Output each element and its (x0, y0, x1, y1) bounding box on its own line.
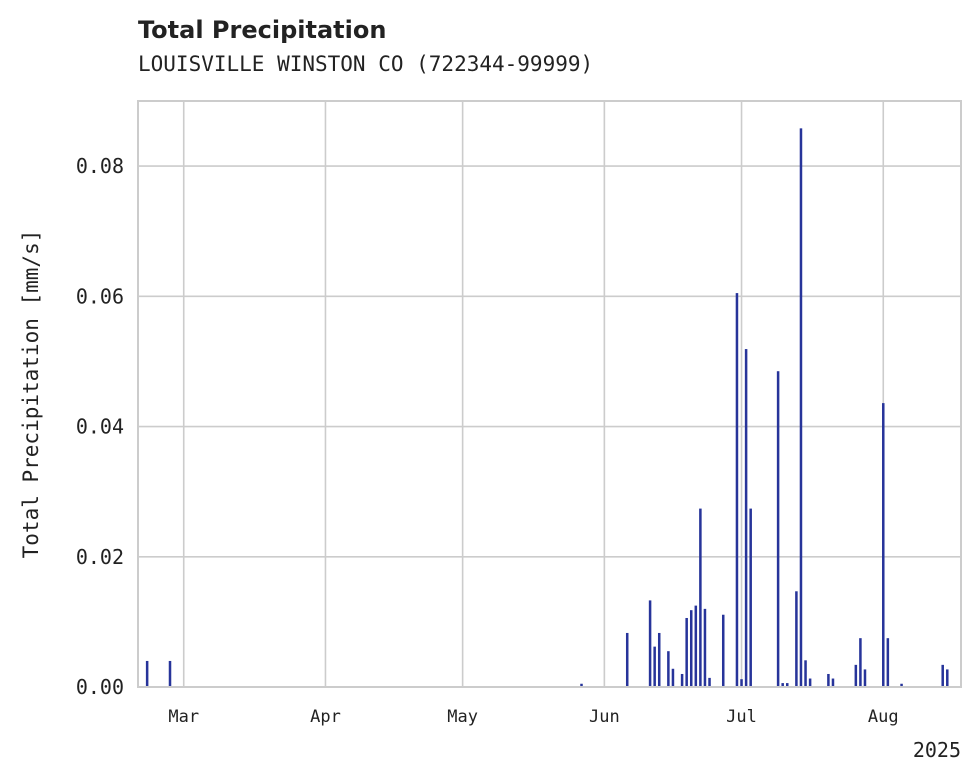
precip-bar (685, 617, 688, 687)
precip-bar (799, 128, 803, 687)
y-tick-label: 0.02 (76, 545, 124, 569)
chart-subtitle: LOUISVILLE WINSTON CO (722344-99999) (138, 52, 594, 76)
precip-bar (694, 605, 698, 687)
precip-bar (648, 600, 652, 687)
precip-bar (831, 678, 835, 687)
precip-bar (708, 677, 711, 687)
precip-bar (854, 664, 858, 687)
x-year-label: 2025 (913, 738, 961, 762)
plot-frame (137, 100, 962, 688)
x-tick-label: Aug (868, 707, 899, 727)
x-tick-label: Mar (168, 707, 199, 727)
precip-bar (863, 669, 867, 687)
precip-bar (795, 591, 798, 687)
x-tick-label: Apr (310, 707, 341, 727)
precip-bar (744, 349, 748, 687)
precip-bar (900, 683, 903, 687)
x-tick-label: May (447, 707, 478, 727)
precip-bar (580, 683, 583, 687)
x-tick-label: Jul (726, 707, 757, 727)
chart-title: Total Precipitation (138, 16, 387, 44)
y-tick-label: 0.04 (76, 415, 124, 439)
precip-bar (781, 683, 784, 687)
precip-bar (145, 660, 149, 687)
precip-bar (740, 679, 743, 687)
precip-bar (657, 632, 661, 687)
precip-bar (625, 632, 629, 687)
precip-bar (946, 669, 949, 687)
precip-bar (703, 608, 707, 687)
precip-bar (721, 614, 725, 687)
precip-bar (168, 660, 172, 687)
precip-bar (941, 664, 944, 687)
precip-bar (827, 673, 830, 687)
precip-bar (808, 678, 812, 687)
y-tick-label: 0.00 (76, 675, 124, 699)
precip-bar (689, 610, 693, 687)
precip-bar (699, 508, 702, 687)
precip-bar (667, 651, 670, 687)
precip-bar (882, 403, 885, 687)
precip-bar (735, 293, 739, 687)
precip-bar (680, 673, 684, 687)
precip-bar (785, 683, 789, 687)
precip-bar (859, 638, 862, 687)
precip-bar (749, 508, 752, 687)
y-tick-label: 0.08 (76, 154, 124, 178)
precip-bar (776, 371, 780, 687)
precip-bar (653, 646, 656, 687)
y-axis-label: Total Precipitation [mm/s] (19, 230, 43, 559)
precip-bar (671, 668, 675, 687)
precip-bar (804, 660, 807, 687)
y-tick-label: 0.06 (76, 284, 124, 308)
precip-bar (886, 638, 890, 687)
x-tick-label: Jun (589, 707, 620, 727)
